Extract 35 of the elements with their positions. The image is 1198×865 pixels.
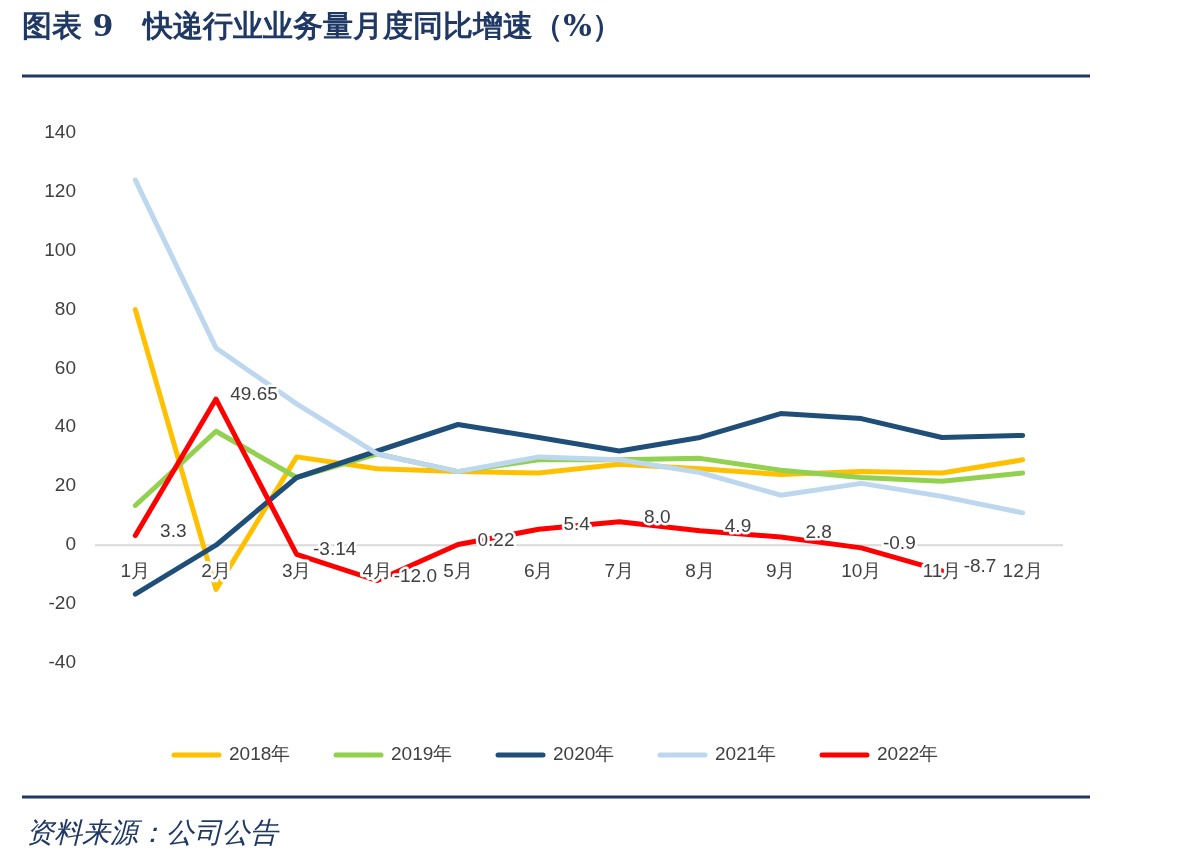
legend-label: 2021年 (715, 743, 777, 765)
y-tick-label: -20 (48, 592, 76, 614)
legend-label: 2020年 (553, 743, 615, 765)
y-tick-label: 40 (54, 415, 76, 437)
y-tick-label: 120 (44, 179, 76, 201)
chart-title: 图表 9 快递行业业务量月度同比增速（%） (22, 8, 622, 43)
x-tick-label: 3月 (281, 560, 312, 582)
data-label: 2.8 (805, 520, 832, 542)
x-tick-label: 7月 (604, 560, 635, 582)
data-label: 8.0 (644, 505, 671, 527)
x-tick-label: 6月 (523, 560, 554, 582)
data-label: -0.9 (882, 531, 916, 553)
y-tick-label: 60 (54, 356, 76, 378)
y-tick-label: 100 (44, 238, 76, 260)
x-tick-label: 5月 (443, 560, 473, 582)
x-tick-label: 8月 (685, 560, 715, 582)
data-label: -3.14 (313, 538, 357, 560)
data-label: -8.7 (963, 554, 997, 576)
y-tick-label: 140 (44, 121, 76, 143)
data-label: 49.65 (230, 383, 278, 405)
data-label: -12.0 (393, 564, 437, 586)
text: 资料来源：公司公告 (26, 816, 280, 849)
data-label: 4.9 (724, 514, 752, 536)
data-label: 3.3 (160, 519, 187, 541)
legend-label: 2018年 (229, 743, 291, 765)
y-tick-label: -40 (48, 651, 76, 673)
legend-label: 2019年 (391, 743, 453, 765)
y-tick-label: 0 (65, 533, 76, 555)
y-tick-label: 20 (54, 474, 76, 496)
x-tick-label: 9月 (765, 560, 796, 582)
x-tick-label: 1月 (120, 560, 151, 582)
x-tick-label: 12月 (1002, 560, 1043, 582)
y-tick-label: 80 (54, 297, 76, 319)
legend-label: 2022年 (877, 743, 939, 765)
x-tick-label: 10月 (841, 560, 882, 582)
